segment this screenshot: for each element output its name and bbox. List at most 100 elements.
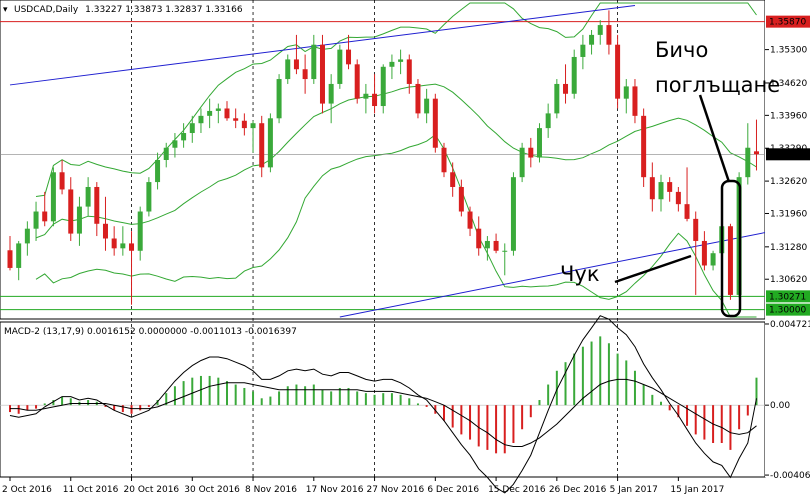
candle-body <box>129 243 135 251</box>
price-tag-label-current: 1.33166 <box>769 150 806 160</box>
candle-body <box>467 211 473 229</box>
price-panel <box>0 0 766 320</box>
x-tick-label: 17 Nov 2016 <box>306 485 364 495</box>
candle-body <box>398 59 404 62</box>
ohlc-values: 1.33227 1.33873 1.32837 1.33166 <box>85 5 243 15</box>
macd-axis-ticks: 0.004721 0.00 -0.004064 <box>765 320 810 481</box>
candle-body <box>563 83 569 94</box>
candle-body <box>745 147 751 178</box>
candle-body <box>554 83 560 114</box>
candle-body <box>267 118 273 168</box>
candle-body <box>102 223 108 239</box>
candle-body <box>337 49 343 84</box>
candle-body <box>42 211 48 222</box>
x-tick-label: 30 Oct 2016 <box>184 485 240 495</box>
channel-lower-line <box>339 232 766 318</box>
candle-body <box>16 243 22 268</box>
candle-body <box>510 177 516 251</box>
candle-body <box>328 83 334 104</box>
candle-body <box>59 172 65 190</box>
annotations: Бичо поглъщане Чук <box>560 38 780 318</box>
price-tag-support <box>766 290 810 303</box>
engulfing-highlight <box>720 179 742 318</box>
candle-body <box>727 226 733 295</box>
candle-body <box>302 69 308 80</box>
candle-body <box>432 98 438 148</box>
price-axis <box>765 0 810 477</box>
price-tag-bottom <box>766 303 810 316</box>
candle-body <box>658 182 664 200</box>
candle-body <box>189 123 195 134</box>
candle-body <box>641 115 647 178</box>
candle-body <box>380 66 386 107</box>
candle-body <box>545 113 551 129</box>
candle-body <box>389 61 395 67</box>
candle-body <box>94 186 100 224</box>
candle-body <box>632 86 638 116</box>
candle-body <box>224 108 230 119</box>
x-tick-label: 5 Jan 2017 <box>610 485 658 495</box>
candle-body <box>528 147 534 158</box>
candle-body <box>76 206 82 234</box>
candle-body <box>207 110 213 116</box>
candle-body <box>675 191 681 205</box>
x-tick-label: 27 Nov 2016 <box>367 485 425 495</box>
candle-body <box>250 123 256 129</box>
x-tick-label: 6 Dec 2016 <box>427 485 479 495</box>
candle-body <box>693 218 699 241</box>
horizontal-levels <box>0 21 765 311</box>
y-tick-label: 1.31960 <box>770 209 807 219</box>
candle-body <box>701 240 707 266</box>
menu-arrow-icon[interactable]: ▾ <box>3 5 8 15</box>
candle-body <box>684 204 690 219</box>
candle-body <box>667 182 673 192</box>
candle-body <box>363 93 369 99</box>
chart-header: USDCAD,Daily 1.33227 1.33873 1.32837 1.3… <box>14 5 243 15</box>
candle-body <box>181 133 187 141</box>
candle-body <box>68 189 74 234</box>
candle-body <box>163 147 169 160</box>
candle-body <box>519 147 525 178</box>
candle-body <box>24 228 30 244</box>
candle-body <box>293 59 299 70</box>
band-lower <box>35 134 757 318</box>
price-tag-label-support: 1.30271 <box>769 292 806 302</box>
candle-body <box>50 172 56 222</box>
candle-body <box>597 25 603 35</box>
candle-body <box>580 44 586 57</box>
candle-body <box>615 44 621 99</box>
candle-body <box>311 44 317 80</box>
symbol-label: USDCAD,Daily <box>14 5 79 15</box>
y-tick-label: 1.33960 <box>770 111 807 121</box>
price-tag-label-bottom: 1.30000 <box>769 306 806 316</box>
candle-body <box>285 59 291 80</box>
candle-body <box>198 115 204 124</box>
x-tick-label: 8 Nov 2016 <box>245 485 297 495</box>
macd-main-line <box>9 315 757 494</box>
macd-indicator <box>0 315 765 494</box>
candle-body <box>753 151 759 155</box>
candle-body <box>484 240 490 249</box>
band-middle <box>35 83 757 239</box>
candle-body <box>536 128 542 158</box>
engulfing-pointer <box>698 94 731 183</box>
x-tick-label: 26 Dec 2016 <box>549 485 607 495</box>
candle-body <box>649 177 655 200</box>
x-tick-label: 15 Dec 2016 <box>488 485 546 495</box>
candle-body <box>476 228 482 249</box>
candle-body <box>493 240 499 251</box>
y-tick-label: 1.31280 <box>770 243 807 253</box>
candle-body <box>415 83 421 114</box>
candle-body <box>441 147 447 173</box>
y-tick-label: 1.35300 <box>770 46 807 56</box>
candle-body <box>606 25 612 45</box>
y-tick-label: 1.30620 <box>770 275 807 285</box>
candle-body <box>372 93 378 107</box>
candle-body <box>623 86 629 99</box>
annotation-hammer: Чук <box>560 262 600 286</box>
hammer-pointer <box>614 254 692 284</box>
price-axis-ticks: 1.353001.346201.339601.332901.326201.319… <box>765 15 810 316</box>
annotation-engulfing-line2: поглъщане <box>655 73 780 97</box>
candles <box>7 10 759 305</box>
